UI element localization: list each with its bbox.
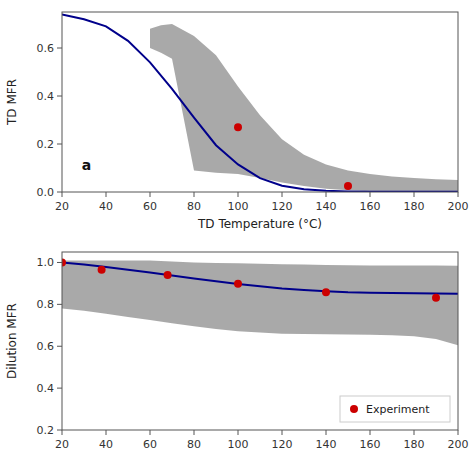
- y-tick-label: 0.4: [37, 90, 55, 103]
- line: [62, 262, 458, 293]
- x-tick: [282, 192, 283, 197]
- point: [432, 294, 440, 302]
- x-tick: [282, 430, 283, 435]
- plot-1: 20 40 60 80 100 120 140 160 180 200 0.2 0.4 0.6 0.8 1.…: [5, 252, 469, 451]
- point: [234, 123, 242, 131]
- point: [62, 258, 66, 266]
- data-group: [62, 258, 458, 345]
- data-group: [62, 14, 458, 191]
- y-axis-label: Dilution MFR: [5, 303, 19, 379]
- x-tick: [370, 430, 371, 435]
- x-tick-label: 60: [143, 200, 157, 213]
- x-tick: [150, 192, 151, 197]
- point: [344, 182, 352, 190]
- x-tick-label: 120: [272, 200, 293, 213]
- x-tick-label: 20: [55, 200, 69, 213]
- x-tick-label: 20: [55, 438, 69, 451]
- y-tick-label: 0.6: [37, 340, 55, 353]
- y-tick-label: 0.2: [37, 424, 55, 437]
- band: [62, 260, 458, 345]
- plot-frame: [62, 252, 458, 430]
- x-tick: [62, 192, 63, 197]
- x-tick-label: 200: [448, 200, 469, 213]
- x-tick-label: 160: [360, 200, 381, 213]
- legend-swatch: [350, 405, 358, 413]
- point: [164, 271, 172, 279]
- plot-frame: [62, 12, 458, 192]
- legend-box: [340, 396, 450, 422]
- x-tick-label: 40: [99, 438, 113, 451]
- y-tick: [57, 144, 62, 145]
- line: [62, 14, 458, 191]
- x-tick: [414, 192, 415, 197]
- x-tick: [194, 430, 195, 435]
- x-tick-label: 60: [143, 438, 157, 451]
- legend-label: Experiment: [366, 403, 430, 416]
- y-tick: [57, 430, 62, 431]
- chart-root: 20 40 60 80 100 120 140 160 180 200 0.0 0.2 0.4 0.6 TD…: [0, 0, 474, 474]
- x-tick: [414, 430, 415, 435]
- y-tick: [57, 192, 62, 193]
- x-tick-label: 140: [316, 200, 337, 213]
- y-tick-label: 1.0: [37, 256, 55, 269]
- x-tick: [62, 430, 63, 435]
- y-tick-label: 0.8: [37, 298, 55, 311]
- point: [322, 288, 330, 296]
- x-tick: [238, 430, 239, 435]
- x-tick-label: 100: [228, 438, 249, 451]
- plot-0: 20 40 60 80 100 120 140 160 180 200 0.0 0.2 0.4 0.6 TD…: [5, 12, 469, 231]
- y-tick: [57, 388, 62, 389]
- background: [0, 0, 474, 474]
- x-tick-label: 80: [187, 200, 201, 213]
- x-axis-label: TD Temperature (°C): [197, 217, 322, 231]
- y-tick-label: 0.0: [37, 186, 55, 199]
- y-tick: [57, 304, 62, 305]
- y-tick: [57, 262, 62, 263]
- legend: Experiment: [340, 396, 450, 422]
- x-tick: [458, 192, 459, 197]
- y-tick-label: 0.2: [37, 138, 55, 151]
- x-tick-label: 140: [316, 438, 337, 451]
- x-tick: [150, 430, 151, 435]
- y-tick: [57, 346, 62, 347]
- x-tick: [106, 430, 107, 435]
- y-tick-label: 0.6: [37, 42, 55, 55]
- panel-letter: a: [82, 157, 91, 173]
- x-tick: [458, 430, 459, 435]
- point: [98, 266, 106, 274]
- y-tick: [57, 48, 62, 49]
- x-tick-label: 180: [404, 438, 425, 451]
- y-tick: [57, 96, 62, 97]
- x-tick: [238, 192, 239, 197]
- x-tick-label: 200: [448, 438, 469, 451]
- band: [150, 24, 458, 192]
- x-tick-label: 40: [99, 200, 113, 213]
- x-tick-label: 180: [404, 200, 425, 213]
- y-axis-label: TD MFR: [5, 79, 19, 126]
- x-tick: [326, 192, 327, 197]
- x-tick-label: 120: [272, 438, 293, 451]
- x-tick-label: 100: [228, 200, 249, 213]
- x-tick: [194, 192, 195, 197]
- x-tick: [106, 192, 107, 197]
- x-tick-label: 80: [187, 438, 201, 451]
- point: [234, 280, 242, 288]
- x-tick: [326, 430, 327, 435]
- y-tick-label: 0.4: [37, 382, 55, 395]
- x-tick-label: 160: [360, 438, 381, 451]
- x-tick: [370, 192, 371, 197]
